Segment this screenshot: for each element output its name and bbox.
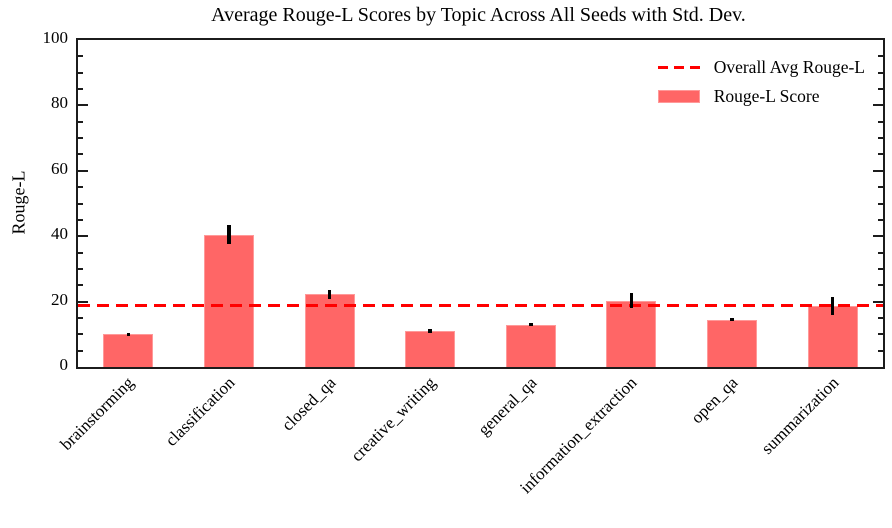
major-tick-40 (78, 235, 88, 238)
error-bar-closed_qa (327, 289, 332, 299)
legend-item-rouge-score: Rouge-L Score (657, 82, 865, 111)
error-bar-information_extraction (629, 293, 634, 309)
minor-tick-65 (878, 153, 883, 156)
minor-tick-10 (878, 333, 883, 336)
minor-tick-15 (878, 316, 883, 319)
y-tick-label-40: 40 (51, 224, 68, 244)
chart-title: Average Rouge-L Scores by Topic Across A… (211, 4, 746, 26)
error-bar-summarization (830, 296, 835, 316)
bar-information_extraction (606, 300, 657, 367)
error-bar-classification (227, 224, 231, 245)
minor-tick-95 (78, 55, 83, 58)
legend-label-overall-avg: Overall Avg Rouge-L (713, 57, 865, 77)
legend-item-overall-avg: Overall Avg Rouge-L (657, 53, 865, 82)
minor-tick-5 (78, 349, 83, 352)
minor-tick-15 (78, 316, 83, 319)
legend-label-rouge-score: Rouge-L Score (713, 86, 820, 106)
x-tick-label-summarization: summarization (757, 373, 843, 458)
minor-tick-35 (878, 251, 883, 254)
minor-tick-25 (878, 284, 883, 287)
y-tick-label-20: 20 (51, 289, 68, 309)
major-tick-60 (873, 169, 883, 172)
major-tick-80 (78, 104, 88, 107)
dashed-line-swatch (657, 65, 700, 70)
major-tick-20 (78, 300, 88, 303)
bar-color-swatch (657, 90, 700, 103)
plot-area: Overall Avg Rouge-L Rouge-L Score (76, 38, 885, 369)
bar-brainstorming (103, 334, 154, 367)
y-tick-label-60: 60 (51, 158, 68, 178)
minor-tick-70 (878, 137, 883, 140)
y-tick-label-80: 80 (51, 93, 68, 113)
minor-tick-50 (878, 202, 883, 205)
bar-creative_writing (405, 331, 456, 367)
y-tick-label-0: 0 (59, 355, 69, 374)
minor-tick-75 (878, 120, 883, 123)
minor-tick-25 (78, 284, 83, 287)
major-tick-60 (78, 169, 88, 172)
bar-summarization (807, 305, 858, 367)
y-tick-labels: 0 20 40 60 80 100 (0, 28, 69, 374)
minor-tick-85 (78, 88, 83, 91)
minor-tick-90 (878, 71, 883, 74)
x-tick-labels: brainstorming classification closed_qa crea… (57, 371, 881, 528)
minor-tick-50 (78, 202, 83, 205)
minor-tick-90 (78, 71, 83, 74)
major-tick-80 (873, 104, 883, 107)
legend: Overall Avg Rouge-L Rouge-L Score (657, 53, 865, 111)
y-tick-label-100: 100 (42, 28, 69, 47)
minor-tick-10 (78, 333, 83, 336)
bar-classification (203, 234, 254, 367)
minor-tick-55 (78, 186, 83, 189)
minor-tick-30 (78, 267, 83, 270)
minor-tick-65 (78, 153, 83, 156)
minor-tick-95 (878, 55, 883, 58)
error-bar-general_qa (529, 323, 533, 326)
major-tick-20 (873, 300, 883, 303)
minor-tick-35 (78, 251, 83, 254)
overall-avg-line (78, 304, 883, 308)
minor-tick-5 (878, 349, 883, 352)
error-bar-brainstorming (126, 332, 131, 336)
bar-general_qa (505, 324, 556, 367)
minor-tick-75 (78, 120, 83, 123)
minor-tick-55 (878, 186, 883, 189)
error-bar-open_qa (730, 317, 734, 322)
error-bar-creative_writing (428, 329, 432, 333)
minor-tick-70 (78, 137, 83, 140)
major-tick-40 (873, 235, 883, 238)
minor-tick-30 (878, 267, 883, 270)
minor-tick-45 (878, 218, 883, 221)
minor-tick-85 (878, 88, 883, 91)
bar-open_qa (707, 319, 758, 367)
minor-tick-45 (78, 218, 83, 221)
